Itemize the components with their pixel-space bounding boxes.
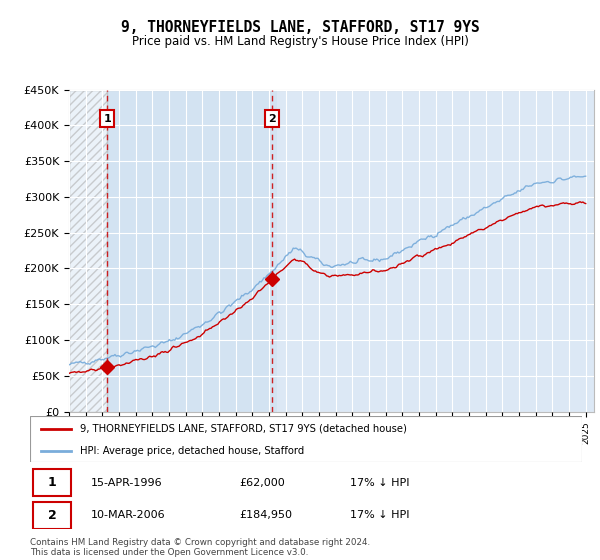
Text: 9, THORNEYFIELDS LANE, STAFFORD, ST17 9YS (detached house): 9, THORNEYFIELDS LANE, STAFFORD, ST17 9Y… bbox=[80, 424, 407, 434]
FancyBboxPatch shape bbox=[33, 502, 71, 529]
FancyBboxPatch shape bbox=[33, 469, 71, 496]
Bar bbox=[69, 90, 107, 412]
Text: 1: 1 bbox=[103, 114, 111, 124]
Text: Price paid vs. HM Land Registry's House Price Index (HPI): Price paid vs. HM Land Registry's House … bbox=[131, 35, 469, 48]
FancyBboxPatch shape bbox=[30, 416, 582, 462]
Text: 10-MAR-2006: 10-MAR-2006 bbox=[91, 510, 166, 520]
Text: £62,000: £62,000 bbox=[240, 478, 286, 488]
Text: HPI: Average price, detached house, Stafford: HPI: Average price, detached house, Staf… bbox=[80, 446, 304, 455]
Text: Contains HM Land Registry data © Crown copyright and database right 2024.
This d: Contains HM Land Registry data © Crown c… bbox=[30, 538, 370, 557]
Bar bbox=[69, 90, 277, 412]
Text: 17% ↓ HPI: 17% ↓ HPI bbox=[350, 478, 410, 488]
Text: 2: 2 bbox=[268, 114, 276, 124]
Text: 15-APR-1996: 15-APR-1996 bbox=[91, 478, 163, 488]
Text: 1: 1 bbox=[48, 477, 56, 489]
Text: 2: 2 bbox=[48, 508, 56, 521]
Text: 17% ↓ HPI: 17% ↓ HPI bbox=[350, 510, 410, 520]
Text: 9, THORNEYFIELDS LANE, STAFFORD, ST17 9YS: 9, THORNEYFIELDS LANE, STAFFORD, ST17 9Y… bbox=[121, 20, 479, 35]
Text: £184,950: £184,950 bbox=[240, 510, 293, 520]
